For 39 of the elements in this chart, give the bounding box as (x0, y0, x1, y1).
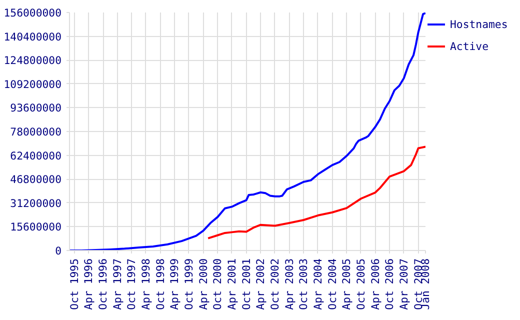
x-tick-label: Apr 2004 (311, 258, 324, 310)
x-tick-label: Apr 2001 (225, 258, 238, 310)
line-series (70, 12, 426, 250)
legend-label: Active (450, 40, 488, 52)
x-tick-label: Oct 1998 (154, 258, 167, 310)
x-tick-label: Apr 2000 (196, 258, 210, 310)
x-tick-label: Oct 2005 (354, 258, 368, 310)
y-tick-label: 109200000 (4, 78, 62, 91)
x-tick-label: Apr 2007 (397, 258, 410, 310)
x-tick-label: Apr 1997 (110, 258, 124, 310)
y-tick-label: 31200000 (10, 196, 62, 210)
x-tick-label: Oct 2003 (297, 258, 310, 310)
x-tick-label: Apr 1998 (139, 258, 152, 310)
x-tick-label: Oct 2006 (383, 258, 396, 310)
x-tick-label: Oct 1999 (182, 258, 196, 310)
legend-label: Hostnames (450, 18, 508, 30)
x-tick-label: Oct 1996 (96, 258, 110, 310)
y-tick-label: 0 (55, 244, 62, 258)
x-tick-label: Apr 1996 (82, 258, 96, 310)
x-tick-label: Oct 2000 (211, 258, 224, 310)
y-tick-label: 46800000 (10, 173, 62, 186)
x-tick-label: Apr 2002 (254, 258, 268, 310)
line-series (207, 146, 426, 240)
x-tick-label: Oct 2001 (240, 258, 253, 310)
y-tick-label: 78000000 (10, 126, 62, 138)
y-tick-label: 15600000 (10, 220, 62, 234)
y-tick-label: 93600000 (10, 102, 62, 115)
x-tick-label: Apr 1999 (168, 258, 182, 310)
x-tick-label: Oct 1997 (125, 258, 138, 310)
y-tick-label: 140400000 (4, 30, 62, 44)
y-tick-label: 124800000 (4, 54, 62, 68)
y-tick-label: 156000000 (4, 6, 62, 20)
x-tick-label: Oct 2002 (268, 258, 282, 310)
y-tick-label: 62400000 (10, 149, 62, 162)
x-tick-label: Oct 1995 (68, 258, 81, 310)
x-tick-label: Apr 2005 (340, 258, 354, 310)
x-tick-label: Oct 2004 (326, 258, 339, 310)
x-tick-label: Apr 2006 (368, 258, 382, 310)
x-tick-label: Apr 2003 (282, 258, 296, 310)
